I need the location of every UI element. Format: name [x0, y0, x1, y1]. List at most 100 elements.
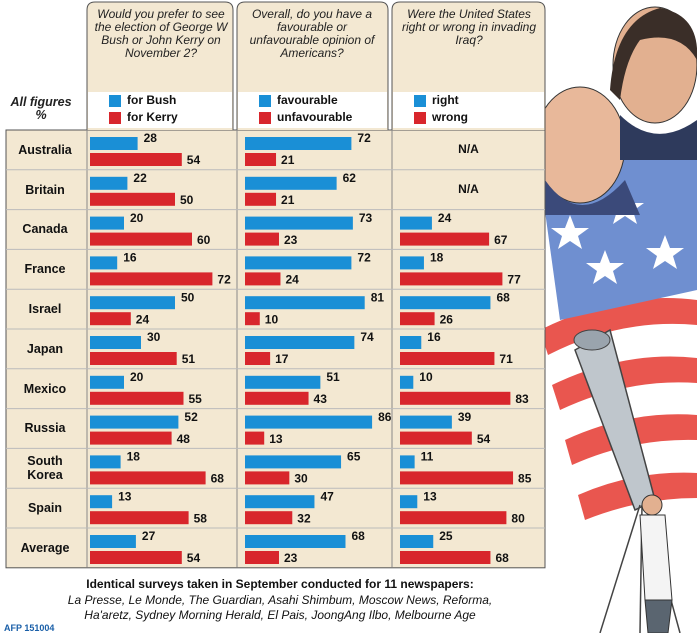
value-label: 72: [217, 273, 231, 287]
bar: [245, 535, 346, 548]
bar: [90, 192, 175, 206]
bar: [90, 216, 124, 230]
legend-swatch: [259, 112, 271, 124]
value-label: 21: [281, 193, 295, 207]
bar: [245, 137, 352, 150]
bar: [400, 352, 495, 365]
value-label: 50: [180, 193, 194, 207]
bar: [90, 431, 172, 445]
bar: [245, 232, 279, 246]
bar: [90, 312, 131, 326]
legend-swatch: [109, 95, 121, 107]
bar: [245, 415, 373, 429]
legend-label: wrong: [431, 110, 468, 124]
value-label: 24: [136, 312, 150, 326]
value-label: 73: [359, 211, 373, 225]
bar: [90, 495, 113, 509]
value-label: 68: [351, 529, 365, 543]
question: Were the United States right or wrong in…: [401, 7, 537, 47]
bar: [90, 296, 175, 310]
bar: [245, 153, 277, 166]
value-label: 74: [360, 330, 374, 344]
bar: [90, 137, 138, 150]
bar: [245, 391, 309, 405]
bar: [245, 312, 260, 326]
value-label: 11: [421, 450, 434, 464]
value-label: 30: [147, 330, 161, 344]
bar: [245, 216, 353, 230]
legend-swatch: [109, 112, 121, 124]
bar: [400, 455, 415, 469]
value-label: 32: [297, 511, 311, 525]
bar: [400, 471, 514, 485]
bar: [245, 455, 342, 469]
country-label: Australia: [18, 142, 72, 157]
bar: [245, 471, 290, 485]
value-label: 77: [507, 273, 521, 287]
bar: [90, 272, 213, 286]
bar: [400, 431, 472, 445]
value-label: 17: [275, 352, 289, 366]
value-label: 67: [494, 233, 508, 247]
source-line: Ha'aretz, Sydney Morning Herald, El Pais…: [84, 608, 476, 622]
value-label: 83: [515, 392, 529, 406]
value-label: 72: [357, 131, 371, 145]
value-label: 86: [378, 410, 392, 424]
value-label: 58: [194, 511, 208, 525]
bar: [400, 336, 422, 349]
value-label: 80: [511, 511, 525, 525]
value-label: 30: [294, 472, 308, 486]
value-label: 72: [357, 251, 371, 265]
value-label: 54: [187, 153, 201, 167]
bar: [400, 495, 418, 509]
value-label: 71: [499, 352, 513, 366]
question: Overall, do you have a favourable or unf…: [249, 7, 375, 60]
value-label: 68: [496, 290, 510, 304]
value-label: 39: [458, 410, 472, 424]
bar: [90, 455, 121, 469]
value-label: 24: [285, 273, 299, 287]
value-label: 20: [130, 370, 144, 384]
value-label: 51: [326, 370, 340, 384]
bar: [90, 471, 206, 485]
value-label: 60: [197, 233, 211, 247]
value-label: 18: [127, 450, 141, 464]
bar: [400, 272, 503, 286]
bar: [245, 431, 265, 445]
legend-label: unfavourable: [277, 110, 353, 124]
value-label: 20: [130, 211, 144, 225]
value-label: 13: [118, 489, 132, 503]
source-line: La Presse, Le Monde, The Guardian, Asahi…: [67, 593, 493, 607]
source-heading: Identical surveys taken in September con…: [86, 577, 474, 591]
bar: [90, 375, 124, 389]
bar: [245, 511, 293, 525]
bar: [90, 232, 192, 246]
legend-label: for Bush: [127, 93, 176, 107]
value-label: 23: [284, 233, 298, 247]
country-label: Japan: [26, 341, 64, 356]
country-label: Israel: [28, 302, 62, 317]
value-label: 54: [477, 432, 491, 446]
value-label: 26: [440, 312, 454, 326]
bar: [90, 391, 184, 405]
legend-note: All figures %: [10, 95, 72, 122]
bar: [90, 535, 136, 548]
value-label: 13: [269, 432, 283, 446]
country-label: Russia: [24, 421, 66, 436]
value-label: 50: [181, 290, 195, 304]
value-label: 68: [495, 551, 509, 565]
missing-label: N/A: [458, 182, 479, 196]
bar: [90, 352, 177, 365]
legend-label: right: [432, 93, 459, 107]
country-label: Canada: [22, 222, 68, 237]
value-label: 25: [439, 529, 453, 543]
country-label: Mexico: [23, 381, 67, 396]
bar: [400, 415, 452, 429]
legend-label: for Kerry: [127, 110, 178, 124]
value-label: 48: [177, 432, 191, 446]
bar: [400, 391, 511, 405]
value-label: 28: [144, 131, 158, 145]
value-label: 18: [430, 251, 444, 265]
